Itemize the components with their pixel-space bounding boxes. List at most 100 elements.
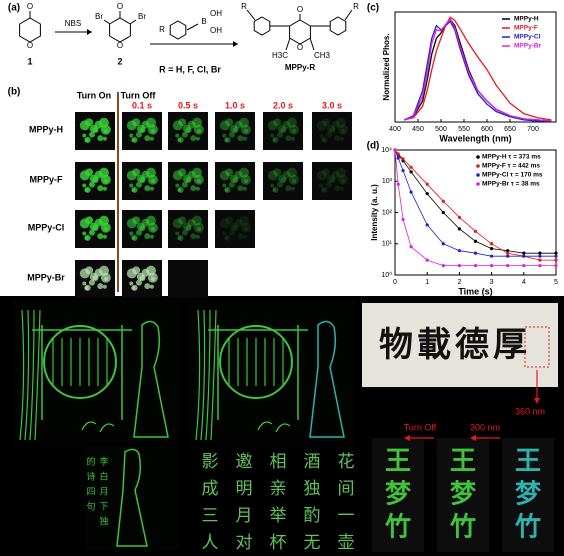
glow xyxy=(316,170,327,181)
strip-char: 竹 xyxy=(514,513,541,543)
bond xyxy=(309,37,315,51)
bamboo xyxy=(205,309,211,441)
poem-char: 间 xyxy=(338,479,355,499)
glow xyxy=(337,124,348,135)
atom-label: OH xyxy=(210,9,222,18)
glow xyxy=(224,186,231,193)
glow xyxy=(100,222,111,233)
atom-label: R xyxy=(353,2,359,11)
arrow-head xyxy=(87,29,92,35)
glow xyxy=(149,186,154,191)
cranes xyxy=(257,421,291,433)
glow xyxy=(97,135,104,142)
data-point xyxy=(473,263,478,268)
data-point xyxy=(554,254,558,258)
glow xyxy=(141,268,150,277)
glow xyxy=(234,170,243,179)
glow xyxy=(82,281,87,286)
panel-label: (b) xyxy=(8,87,21,98)
glow xyxy=(229,124,238,133)
glow xyxy=(267,170,278,181)
glow xyxy=(135,131,142,138)
series-line xyxy=(403,18,552,122)
glow xyxy=(193,124,204,135)
glow xyxy=(232,177,239,184)
glow xyxy=(102,136,107,141)
glow xyxy=(341,179,345,183)
glow xyxy=(177,187,182,192)
glow xyxy=(232,127,239,134)
data-point xyxy=(396,152,400,156)
x-tick-label: 4 xyxy=(522,279,526,286)
note-char: 的 xyxy=(86,455,95,466)
x-axis-label: Wavelength (nm) xyxy=(439,133,511,143)
calligraphy: 物載德厚 xyxy=(379,325,531,365)
x-axis-label: Time (s) xyxy=(458,286,492,296)
atom-label: O xyxy=(297,43,303,52)
bond xyxy=(246,9,256,21)
atom-label: O xyxy=(27,2,33,11)
glow xyxy=(228,229,235,236)
data-point xyxy=(401,157,405,161)
glow xyxy=(94,120,103,129)
legend-label: MPPy-F τ = 442 ms xyxy=(482,163,540,170)
bond xyxy=(186,23,199,31)
glow xyxy=(94,268,103,277)
glow xyxy=(273,168,282,177)
glow xyxy=(84,285,89,290)
figure xyxy=(133,320,169,438)
glow xyxy=(144,283,151,290)
arrow-head xyxy=(470,435,476,441)
poem-char: 花 xyxy=(338,452,355,472)
glow xyxy=(337,174,348,185)
x-tick-label: 600 xyxy=(481,126,493,133)
glow xyxy=(193,222,204,233)
glow xyxy=(292,179,296,183)
glow xyxy=(276,131,283,138)
glow xyxy=(141,218,150,227)
bond xyxy=(344,9,353,21)
glow xyxy=(270,183,275,188)
glow xyxy=(139,225,146,232)
series-line xyxy=(404,16,552,121)
data-point xyxy=(506,254,510,258)
legend-marker xyxy=(476,173,480,177)
atom-label: O xyxy=(27,41,33,50)
glow xyxy=(129,133,134,138)
legend-label: MPPy-Cl xyxy=(514,34,541,41)
glow xyxy=(321,187,326,192)
glow xyxy=(181,131,188,138)
glow xyxy=(135,181,142,188)
bamboo xyxy=(200,309,206,441)
note-char: 四 xyxy=(86,486,95,496)
strip-char: 竹 xyxy=(449,513,476,543)
glow xyxy=(190,233,197,240)
time-label: 2.0 s xyxy=(273,100,293,110)
glow xyxy=(290,186,295,191)
poem-char: 三 xyxy=(202,506,219,526)
note-char: 白 xyxy=(99,470,108,481)
data-point xyxy=(473,229,478,233)
y-tick-label: 10⁴ xyxy=(381,147,392,154)
atom-label: B xyxy=(201,17,206,26)
x-tick-label: 450 xyxy=(412,126,424,133)
glow xyxy=(267,120,278,131)
x-tick-label: 2 xyxy=(457,279,461,286)
poem-char: 成 xyxy=(202,479,219,499)
glow xyxy=(238,215,249,226)
glow xyxy=(175,183,180,188)
photo-tile xyxy=(312,112,352,150)
data-point xyxy=(441,242,445,246)
glow xyxy=(244,227,248,231)
note-char: 月 xyxy=(99,486,108,496)
glow xyxy=(131,235,136,240)
glow xyxy=(84,235,89,240)
bamboo xyxy=(210,309,217,441)
atom-label: CH3 xyxy=(314,51,331,60)
poem-char: 亲 xyxy=(270,479,287,499)
poem-char: 酒 xyxy=(304,452,321,472)
data-point xyxy=(401,168,405,173)
glow xyxy=(335,167,346,178)
glow xyxy=(144,185,151,192)
data-point xyxy=(457,249,461,253)
